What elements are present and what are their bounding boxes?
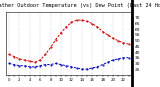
Text: Milwaukee Weather Outdoor Temperature (vs) Dew Point (Last 24 Hours): Milwaukee Weather Outdoor Temperature (v… (0, 3, 160, 8)
